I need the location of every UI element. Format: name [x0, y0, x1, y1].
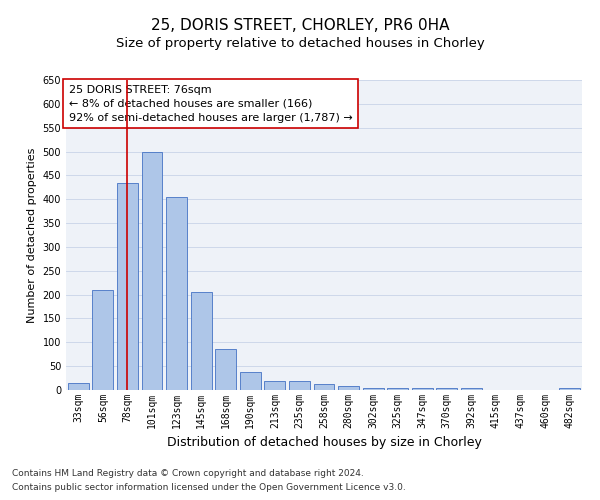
Bar	[412, 388, 433, 390]
Bar	[117, 182, 138, 390]
Bar	[387, 388, 408, 390]
Bar	[559, 388, 580, 390]
Text: Contains public sector information licensed under the Open Government Licence v3: Contains public sector information licen…	[12, 484, 406, 492]
Bar	[289, 382, 310, 390]
Text: Size of property relative to detached houses in Chorley: Size of property relative to detached ho…	[116, 38, 484, 51]
X-axis label: Distribution of detached houses by size in Chorley: Distribution of detached houses by size …	[167, 436, 481, 450]
Bar	[338, 386, 359, 390]
Bar	[166, 197, 187, 390]
Bar	[68, 383, 89, 390]
Y-axis label: Number of detached properties: Number of detached properties	[27, 148, 37, 322]
Bar	[92, 290, 113, 390]
Text: 25 DORIS STREET: 76sqm
← 8% of detached houses are smaller (166)
92% of semi-det: 25 DORIS STREET: 76sqm ← 8% of detached …	[68, 84, 352, 122]
Bar	[314, 384, 334, 390]
Bar	[191, 292, 212, 390]
Bar	[240, 372, 261, 390]
Bar	[265, 382, 286, 390]
Text: 25, DORIS STREET, CHORLEY, PR6 0HA: 25, DORIS STREET, CHORLEY, PR6 0HA	[151, 18, 449, 32]
Bar	[362, 388, 383, 390]
Bar	[142, 152, 163, 390]
Bar	[461, 388, 482, 390]
Bar	[436, 388, 457, 390]
Bar	[215, 350, 236, 390]
Text: Contains HM Land Registry data © Crown copyright and database right 2024.: Contains HM Land Registry data © Crown c…	[12, 468, 364, 477]
